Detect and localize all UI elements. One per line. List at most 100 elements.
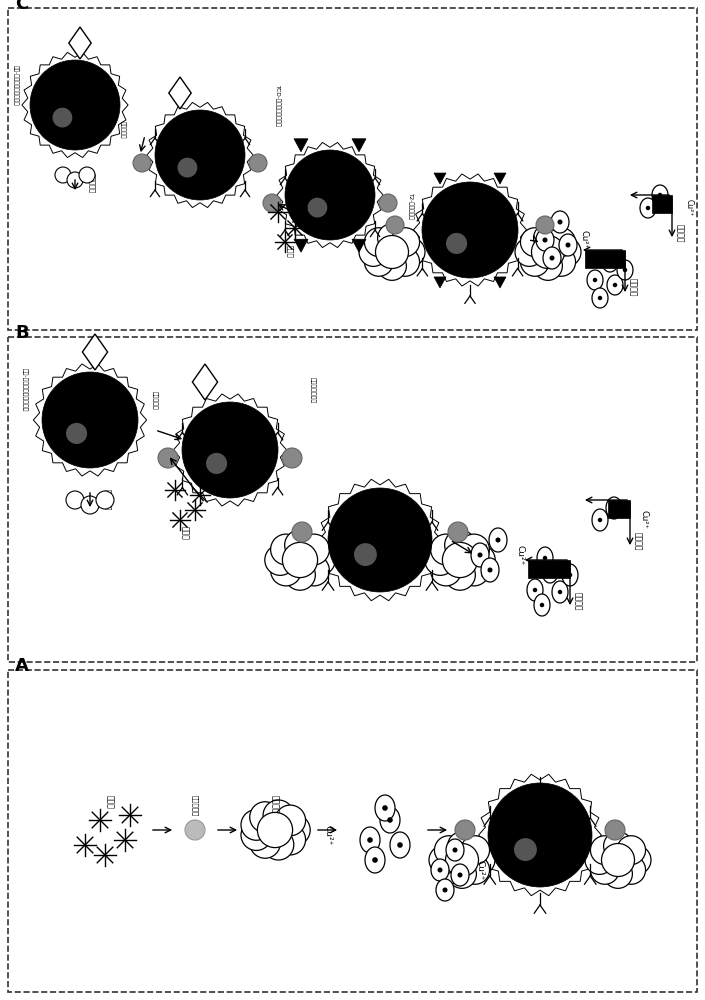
Circle shape — [185, 820, 205, 840]
Polygon shape — [640, 198, 656, 218]
Circle shape — [250, 828, 281, 858]
Circle shape — [81, 496, 99, 514]
Circle shape — [67, 172, 83, 188]
Circle shape — [608, 260, 612, 264]
Bar — [528, 560, 570, 578]
Circle shape — [431, 555, 461, 586]
Polygon shape — [602, 252, 618, 272]
Circle shape — [593, 278, 597, 282]
Text: Cu²⁺: Cu²⁺ — [324, 825, 333, 845]
Circle shape — [565, 242, 570, 248]
Polygon shape — [551, 211, 569, 233]
Circle shape — [448, 860, 477, 888]
Circle shape — [265, 545, 295, 575]
Polygon shape — [592, 288, 608, 308]
Polygon shape — [168, 77, 191, 109]
Circle shape — [438, 867, 443, 873]
Circle shape — [548, 570, 552, 574]
Circle shape — [431, 534, 461, 565]
Text: 磁珠-补赤血清蛋白全抗原: 磁珠-补赤血清蛋白全抗原 — [22, 368, 27, 412]
Text: Cu²⁺: Cu²⁺ — [580, 231, 589, 249]
Text: Cu²⁺: Cu²⁺ — [685, 199, 694, 217]
Circle shape — [552, 238, 581, 266]
Circle shape — [359, 238, 388, 266]
Circle shape — [549, 255, 555, 261]
Polygon shape — [537, 547, 553, 569]
Circle shape — [445, 530, 475, 560]
Polygon shape — [479, 774, 601, 896]
Circle shape — [598, 296, 602, 300]
Text: C: C — [15, 0, 28, 13]
Bar — [8, 8, 697, 330]
Polygon shape — [481, 558, 499, 582]
Circle shape — [458, 872, 462, 878]
Circle shape — [285, 150, 375, 240]
Circle shape — [285, 560, 315, 590]
Polygon shape — [192, 364, 218, 400]
Polygon shape — [527, 579, 543, 601]
Polygon shape — [294, 239, 308, 252]
Bar — [8, 337, 697, 662]
Circle shape — [354, 543, 377, 566]
Circle shape — [465, 545, 495, 575]
Polygon shape — [471, 543, 489, 567]
Circle shape — [658, 193, 662, 197]
Circle shape — [422, 182, 518, 278]
Text: 电导率低: 电导率低 — [633, 532, 642, 550]
Circle shape — [601, 844, 634, 876]
Circle shape — [263, 829, 294, 860]
Circle shape — [279, 815, 310, 845]
Text: 牛血清蛋白: 牛血清蛋白 — [105, 489, 111, 511]
Polygon shape — [606, 497, 622, 519]
Polygon shape — [592, 509, 608, 531]
Polygon shape — [562, 564, 578, 586]
Polygon shape — [607, 275, 623, 295]
Polygon shape — [380, 807, 400, 833]
Polygon shape — [22, 52, 128, 158]
Circle shape — [617, 836, 646, 865]
Circle shape — [271, 555, 301, 586]
Polygon shape — [652, 185, 668, 205]
Circle shape — [367, 837, 373, 843]
Circle shape — [52, 108, 73, 127]
Circle shape — [382, 805, 388, 811]
Circle shape — [532, 235, 565, 268]
Polygon shape — [431, 859, 449, 881]
Circle shape — [520, 247, 549, 276]
Circle shape — [364, 247, 393, 276]
Polygon shape — [534, 594, 550, 616]
Polygon shape — [365, 847, 385, 873]
Circle shape — [585, 846, 614, 874]
Polygon shape — [489, 528, 507, 552]
Polygon shape — [451, 864, 469, 886]
Circle shape — [617, 855, 646, 884]
Circle shape — [496, 537, 501, 543]
Bar — [8, 670, 697, 992]
Circle shape — [443, 542, 477, 578]
Text: Cu²⁺: Cu²⁺ — [640, 510, 649, 530]
Text: 多巴胺: 多巴胺 — [106, 795, 114, 809]
Circle shape — [466, 846, 495, 874]
Circle shape — [534, 224, 563, 252]
Circle shape — [623, 268, 627, 272]
Text: 电导率低: 电导率低 — [675, 224, 684, 242]
Polygon shape — [390, 832, 410, 858]
Circle shape — [515, 238, 544, 266]
Circle shape — [263, 194, 281, 212]
Circle shape — [378, 252, 406, 280]
Circle shape — [250, 802, 281, 832]
Circle shape — [376, 235, 408, 268]
Circle shape — [55, 167, 71, 183]
Polygon shape — [360, 827, 380, 853]
Circle shape — [605, 820, 625, 840]
Polygon shape — [434, 277, 446, 288]
Circle shape — [386, 216, 404, 234]
Text: 金纳米粒子二抗: 金纳米粒子二抗 — [310, 377, 316, 403]
Circle shape — [257, 812, 293, 848]
Circle shape — [443, 887, 448, 893]
Circle shape — [448, 832, 477, 860]
Text: 待测标志物: 待测标志物 — [119, 121, 125, 139]
Polygon shape — [147, 102, 253, 208]
Polygon shape — [559, 234, 577, 256]
Circle shape — [182, 402, 278, 498]
